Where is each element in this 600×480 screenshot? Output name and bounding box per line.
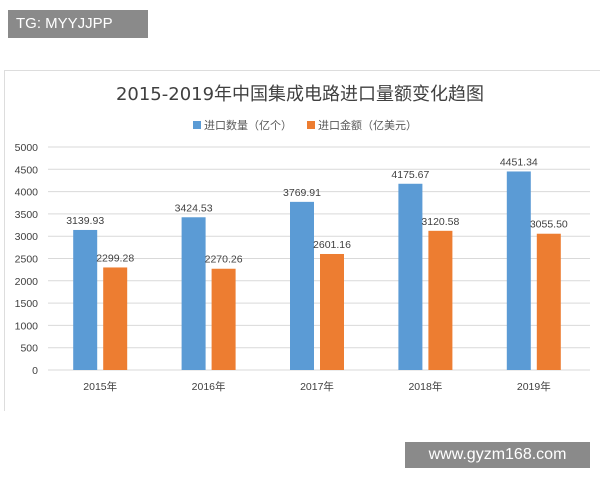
- x-tick-label: 2018年: [408, 380, 442, 393]
- legend-swatch-quantity: [193, 121, 201, 129]
- data-label: 3055.50: [530, 219, 568, 231]
- y-tick-label: 4000: [15, 187, 39, 199]
- data-label: 3120.58: [421, 216, 459, 228]
- data-label: 2601.16: [313, 239, 351, 251]
- data-label: 4451.34: [500, 156, 538, 168]
- legend-label-amount: 进口金额（亿美元）: [318, 118, 417, 132]
- bar-amount: [211, 268, 236, 370]
- data-label: 3424.53: [175, 202, 213, 214]
- bar-quantity: [73, 229, 98, 370]
- data-label: 2299.28: [96, 252, 134, 264]
- chart-frame: [4, 70, 600, 411]
- bar-quantity: [181, 217, 206, 370]
- watermark-site: www.gyzm168.com: [405, 442, 590, 468]
- bar-amount: [536, 233, 561, 370]
- y-tick-label: 1000: [15, 320, 39, 332]
- bar-amount: [103, 267, 128, 370]
- data-label: 2270.26: [205, 254, 243, 266]
- bar-quantity: [398, 183, 423, 370]
- y-tick-label: 3000: [15, 231, 39, 243]
- chart-title: 2015-2019年中国集成电路进口量额变化趋图: [116, 84, 484, 105]
- x-tick-label: 2017年: [300, 380, 334, 393]
- bar-amount: [320, 253, 344, 370]
- x-tick-label: 2015年: [83, 380, 117, 393]
- x-tick-label: 2019年: [517, 380, 551, 393]
- watermark-tag: TG: MYYJJPP: [8, 10, 148, 38]
- legend-swatch-amount: [307, 121, 315, 129]
- y-tick-label: 3500: [15, 209, 39, 221]
- y-tick-label: 4500: [15, 164, 39, 176]
- y-tick-label: 2500: [15, 254, 39, 266]
- data-label: 3139.93: [66, 215, 104, 227]
- x-tick-label: 2016年: [192, 380, 226, 393]
- legend-label-quantity: 进口数量（亿个）: [204, 119, 292, 132]
- bar-quantity: [290, 201, 314, 370]
- bar-amount: [428, 230, 453, 370]
- y-tick-label: 2000: [15, 276, 39, 288]
- data-label: 3769.91: [283, 187, 321, 199]
- y-tick-label: 1500: [15, 298, 39, 310]
- y-tick-label: 0: [32, 365, 38, 377]
- bar-quantity: [506, 171, 531, 370]
- legend: 进口数量（亿个） 进口金额（亿美元）: [193, 118, 417, 132]
- data-label: 4175.67: [391, 169, 429, 181]
- y-tick-label: 500: [20, 343, 38, 355]
- y-tick-label: 5000: [15, 142, 39, 154]
